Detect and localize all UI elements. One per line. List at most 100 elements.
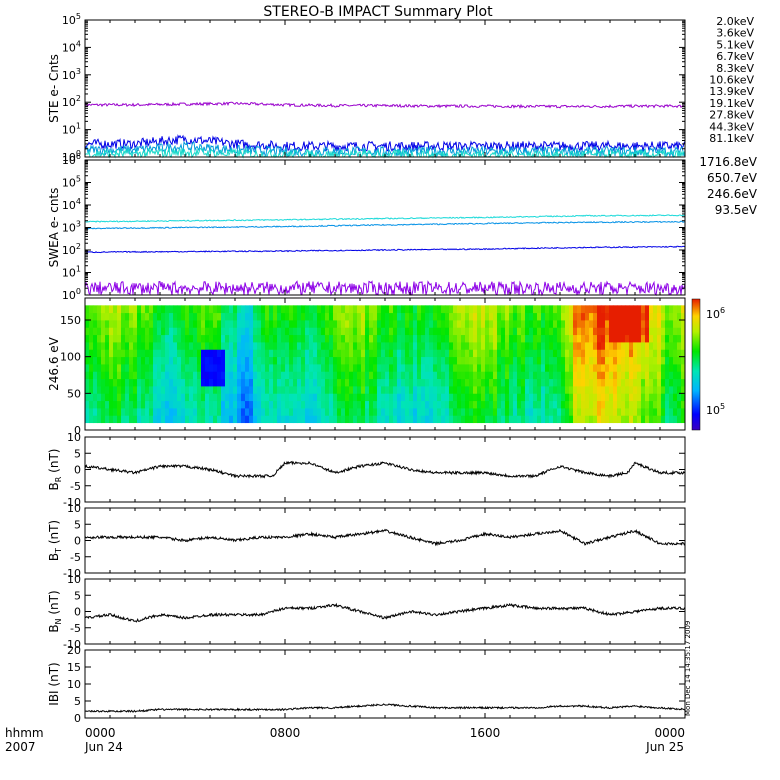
- spectrogram-cell: [365, 378, 370, 387]
- spectrogram-cell: [261, 327, 266, 336]
- spectrogram-cell: [329, 334, 334, 343]
- spectrogram-cell: [265, 342, 270, 350]
- spectrogram-cell: [545, 378, 550, 387]
- spectrogram-cell: [617, 393, 622, 402]
- spectrogram-cell: [581, 378, 586, 387]
- spectrogram-cell: [369, 342, 374, 350]
- spectrogram-cell: [553, 334, 558, 343]
- spectrogram-cell: [169, 400, 174, 409]
- spectrogram-cell: [661, 356, 666, 365]
- spectrogram-cell: [305, 349, 310, 358]
- legend-item-ste: 19.1keV: [709, 97, 754, 110]
- spectrogram-cell: [89, 305, 94, 314]
- spectrogram-cell: [593, 342, 598, 350]
- spectrogram-cell: [401, 327, 406, 336]
- spectrogram-cell: [449, 356, 454, 365]
- spectrogram-cell: [89, 393, 94, 402]
- spectrogram-cell: [529, 334, 534, 343]
- spectrogram-cell: [481, 349, 486, 358]
- spectrogram-cell: [677, 386, 682, 394]
- spectrogram-cell: [321, 342, 326, 350]
- spectrogram-cell: [133, 371, 138, 380]
- spectrogram-cell: [289, 342, 294, 350]
- spectrogram-cell: [121, 305, 126, 314]
- spectrogram-cell: [513, 349, 518, 358]
- y-tick-label: 5: [74, 695, 81, 708]
- spectrogram-cell: [149, 349, 154, 358]
- spectrogram-cell: [413, 364, 418, 372]
- spectrogram-cell: [421, 356, 426, 365]
- spectrogram-cell: [585, 342, 590, 350]
- spectrogram-cell: [365, 393, 370, 402]
- spectrogram-cell: [629, 400, 634, 409]
- spectrogram-cell: [473, 408, 478, 416]
- spectrogram-cell: [249, 393, 254, 402]
- spectrogram-cell: [613, 393, 618, 402]
- y-tick-exponent: 5: [76, 175, 81, 184]
- spectrogram-cell: [413, 320, 418, 328]
- spectrogram-cell: [157, 320, 162, 328]
- y-tick-label: 0: [74, 712, 81, 725]
- spectrogram-cell: [169, 378, 174, 387]
- spectrogram-cell: [445, 334, 450, 343]
- spectrogram-cell: [269, 400, 274, 409]
- spectrogram-cell: [489, 312, 494, 321]
- spectrogram-cell: [673, 334, 678, 343]
- spectrogram-cell: [625, 371, 630, 380]
- spectrogram-cell: [365, 342, 370, 350]
- spectrogram-cell: [85, 356, 90, 365]
- colorbar-tick-label: 106: [706, 306, 725, 321]
- spectrogram-cell: [657, 320, 662, 328]
- spectrogram-cell: [233, 356, 238, 365]
- spectrogram-cell: [409, 320, 414, 328]
- spectrogram-cell: [133, 305, 138, 314]
- spectrogram-cell: [513, 371, 518, 380]
- spectrogram-cell: [161, 305, 166, 314]
- spectrogram-cell: [153, 342, 158, 350]
- spectrogram-cell: [637, 320, 642, 328]
- spectrogram-cell: [353, 400, 358, 409]
- y-axis-label: BT (nT): [47, 520, 63, 561]
- spectrogram-cell: [273, 320, 278, 328]
- spectrogram-cell: [333, 386, 338, 394]
- spectrogram-cell: [161, 334, 166, 343]
- spectrogram-cell: [473, 327, 478, 336]
- spectrogram-cell: [153, 415, 158, 424]
- spectrogram-cell: [645, 408, 650, 416]
- spectrogram-cell: [605, 400, 610, 409]
- spectrogram-cell: [385, 305, 390, 314]
- spectrogram-cell: [177, 356, 182, 365]
- y-tick-exponent: 6: [76, 152, 81, 161]
- spectrogram-cell: [517, 356, 522, 365]
- spectrogram-cell: [589, 400, 594, 409]
- spectrogram-cell: [489, 408, 494, 416]
- legend-item-ste: 81.1keV: [709, 132, 754, 145]
- spectrogram-cell: [193, 371, 198, 380]
- spectrogram-cell: [457, 305, 462, 314]
- spectrogram-cell: [597, 334, 602, 343]
- spectrogram-cell: [249, 312, 254, 321]
- spectrogram-cell: [493, 320, 498, 328]
- y-axis-label-unit: (nT): [47, 590, 61, 618]
- spectrogram-cell: [405, 327, 410, 336]
- spectrogram-cell: [589, 334, 594, 343]
- spectrogram-cell: [277, 334, 282, 343]
- spectrogram-cell: [345, 327, 350, 336]
- spectrogram-cell: [341, 364, 346, 372]
- spectrogram-cell: [457, 408, 462, 416]
- spectrogram-cell: [157, 378, 162, 387]
- spectrogram-cell: [405, 305, 410, 314]
- spectrogram-cell: [617, 371, 622, 380]
- spectrogram-cell: [573, 312, 578, 321]
- spectrogram-cell: [613, 349, 618, 358]
- spectrogram-cell: [401, 356, 406, 365]
- spectrogram-cell: [341, 371, 346, 380]
- spectrogram-cell: [445, 312, 450, 321]
- spectrogram-cell: [505, 356, 510, 365]
- spectrogram-cell: [189, 320, 194, 328]
- spectrogram-cell: [273, 400, 278, 409]
- spectrogram-cell: [409, 386, 414, 394]
- spectrogram-cell: [561, 342, 566, 350]
- spectrogram-cell: [105, 305, 110, 314]
